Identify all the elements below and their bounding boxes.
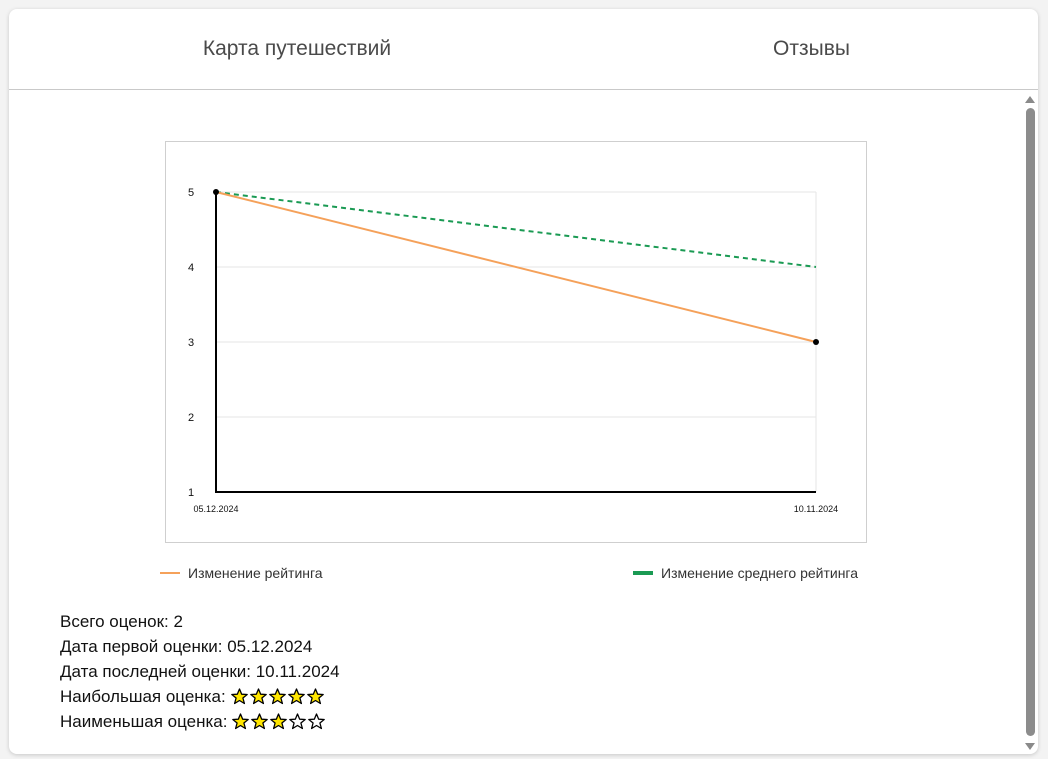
star-filled-icon bbox=[249, 688, 267, 705]
data-point-rating bbox=[213, 189, 219, 195]
series-line-average bbox=[215, 191, 817, 268]
star-filled-icon bbox=[232, 713, 250, 730]
rating-chart-svg: 1 2 3 4 5 05.12.2024 10.11.2024 bbox=[188, 187, 838, 514]
star-filled-icon bbox=[268, 688, 286, 705]
stat-max-rating: Наибольшая оценка: bbox=[60, 684, 340, 709]
legend-average-change[interactable]: Изменение среднего рейтинга bbox=[633, 564, 858, 582]
y-tick-label: 4 bbox=[188, 262, 194, 274]
star-filled-icon bbox=[270, 713, 288, 730]
stat-min-rating: Наименьшая оценка: bbox=[60, 709, 340, 734]
x-tick-label: 10.11.2024 bbox=[794, 504, 838, 514]
reviews-card: Карта путешествий Отзывы 1 2 3 4 5 05.12.2024… bbox=[9, 9, 1038, 754]
scroll-thumb[interactable] bbox=[1026, 108, 1035, 736]
scroll-up-arrow-icon[interactable] bbox=[1025, 96, 1035, 103]
tab-reviews[interactable]: Отзывы bbox=[773, 37, 850, 60]
tab-bar: Карта путешествий Отзывы bbox=[9, 9, 1038, 90]
star-filled-icon bbox=[306, 688, 324, 705]
y-tick-label: 3 bbox=[188, 337, 194, 349]
y-tick-label: 2 bbox=[188, 412, 194, 424]
star-empty-icon bbox=[308, 713, 326, 730]
rating-chart: 1 2 3 4 5 05.12.2024 10.11.2024 bbox=[165, 141, 867, 543]
stat-total: Всего оценок: 2 bbox=[60, 612, 183, 631]
x-tick-label: 05.12.2024 bbox=[193, 504, 238, 514]
star-filled-icon bbox=[251, 713, 269, 730]
min-rating-stars bbox=[232, 713, 327, 730]
stat-first-date: Дата первой оценки: 05.12.2024 bbox=[60, 637, 313, 656]
star-filled-icon bbox=[287, 688, 305, 705]
max-rating-stars bbox=[230, 688, 326, 705]
stat-max-label: Наибольшая оценка: bbox=[60, 687, 226, 706]
legend-swatch-average bbox=[633, 571, 653, 575]
legend-swatch-rating bbox=[160, 572, 180, 574]
y-tick-label: 5 bbox=[188, 187, 194, 199]
star-filled-icon bbox=[230, 688, 248, 705]
legend-label-rating: Изменение рейтинга bbox=[188, 565, 323, 581]
stat-min-label: Наименьшая оценка: bbox=[60, 712, 228, 731]
tab-travel-map[interactable]: Карта путешествий bbox=[202, 37, 392, 60]
stat-last-date: Дата последней оценки: 10.11.2024 bbox=[60, 662, 340, 681]
scroll-down-arrow-icon[interactable] bbox=[1025, 743, 1035, 750]
legend-label-average: Изменение среднего рейтинга bbox=[661, 565, 859, 581]
data-point-rating bbox=[813, 339, 819, 345]
series-line-rating bbox=[215, 191, 817, 343]
y-tick-label: 1 bbox=[188, 487, 194, 499]
legend-rating-change[interactable]: Изменение рейтинга bbox=[160, 564, 323, 582]
stats-block: Всего оценок: 2 Дата первой оценки: 05.1… bbox=[60, 609, 340, 734]
vertical-scrollbar[interactable] bbox=[1021, 92, 1038, 754]
star-empty-icon bbox=[289, 713, 307, 730]
